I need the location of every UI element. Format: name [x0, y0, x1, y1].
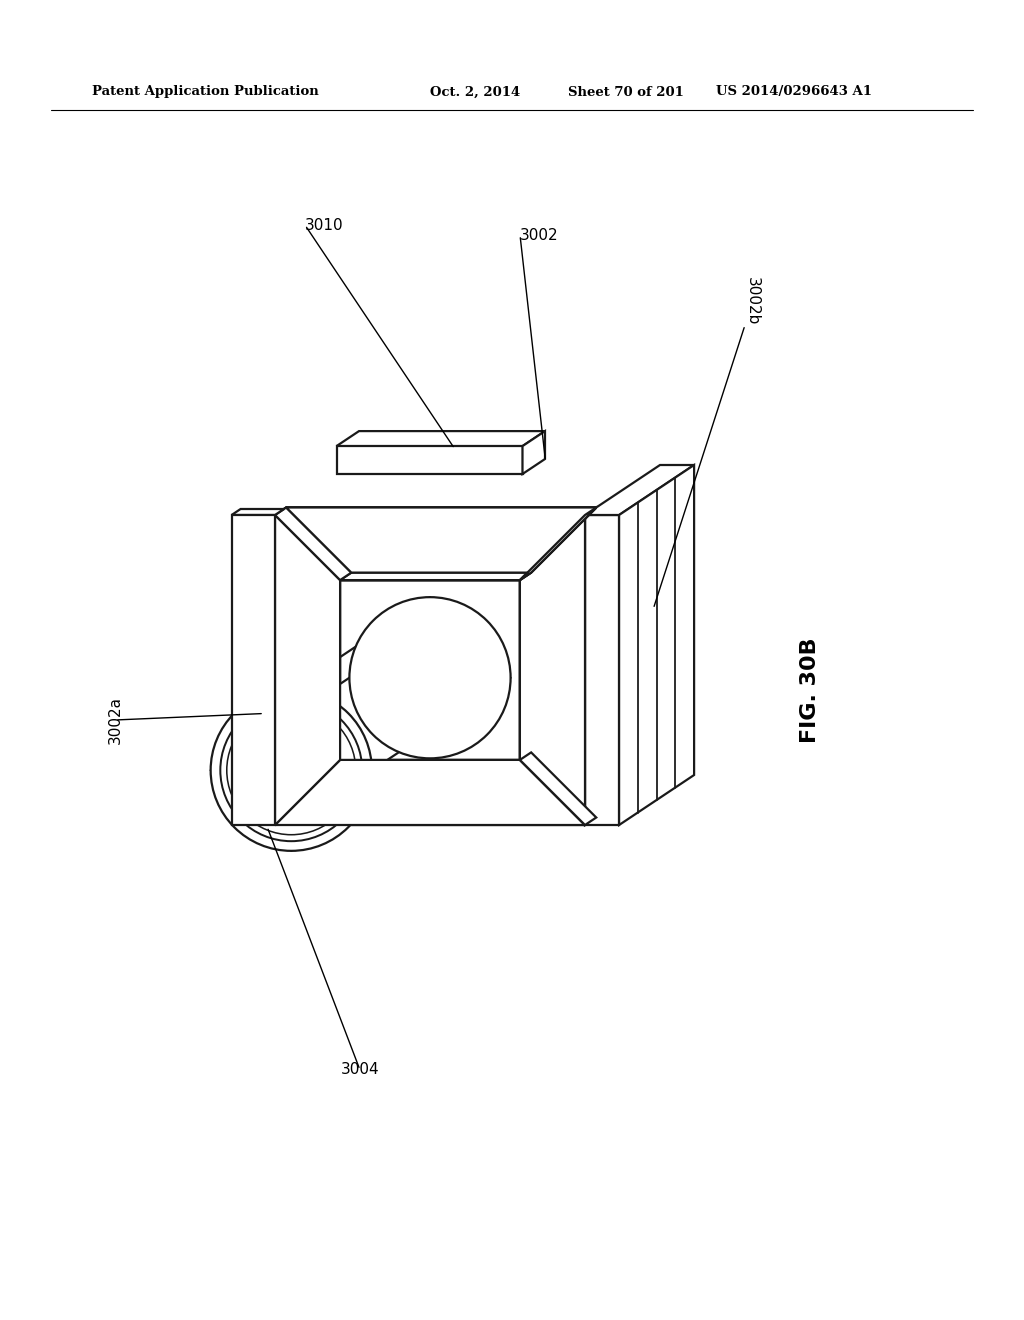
- Polygon shape: [275, 515, 340, 825]
- Text: 3002a: 3002a: [108, 696, 123, 744]
- Polygon shape: [275, 515, 340, 825]
- Polygon shape: [287, 507, 596, 573]
- Polygon shape: [337, 446, 522, 474]
- Polygon shape: [520, 573, 531, 760]
- Polygon shape: [520, 507, 596, 579]
- Text: Patent Application Publication: Patent Application Publication: [92, 86, 318, 99]
- Polygon shape: [620, 465, 694, 825]
- Polygon shape: [520, 752, 596, 825]
- Polygon shape: [337, 432, 545, 446]
- Ellipse shape: [349, 597, 511, 759]
- Polygon shape: [585, 507, 596, 825]
- Polygon shape: [275, 507, 351, 579]
- Polygon shape: [275, 760, 585, 825]
- Polygon shape: [231, 510, 284, 515]
- Polygon shape: [520, 515, 585, 825]
- Polygon shape: [522, 432, 545, 474]
- Text: 3002: 3002: [520, 227, 559, 243]
- Polygon shape: [340, 573, 531, 579]
- Polygon shape: [275, 507, 351, 579]
- Polygon shape: [275, 515, 585, 579]
- Polygon shape: [520, 507, 596, 579]
- Polygon shape: [585, 465, 694, 515]
- Text: 3010: 3010: [305, 218, 344, 232]
- Ellipse shape: [211, 689, 372, 851]
- Text: 3004: 3004: [341, 1063, 379, 1077]
- Polygon shape: [340, 573, 531, 579]
- Text: 3002b: 3002b: [745, 277, 760, 325]
- Polygon shape: [275, 515, 585, 579]
- Polygon shape: [520, 507, 596, 579]
- Polygon shape: [231, 515, 275, 825]
- Polygon shape: [340, 573, 531, 579]
- Polygon shape: [520, 515, 585, 825]
- Polygon shape: [211, 677, 511, 771]
- Polygon shape: [275, 507, 596, 515]
- Polygon shape: [520, 752, 596, 825]
- Polygon shape: [287, 507, 596, 573]
- Text: US 2014/0296643 A1: US 2014/0296643 A1: [716, 86, 872, 99]
- Text: Sheet 70 of 201: Sheet 70 of 201: [568, 86, 684, 99]
- Polygon shape: [520, 507, 596, 579]
- Polygon shape: [275, 507, 596, 515]
- Polygon shape: [275, 760, 585, 825]
- Text: FIG. 30B: FIG. 30B: [800, 638, 820, 743]
- Text: Oct. 2, 2014: Oct. 2, 2014: [430, 86, 520, 99]
- Polygon shape: [585, 515, 620, 825]
